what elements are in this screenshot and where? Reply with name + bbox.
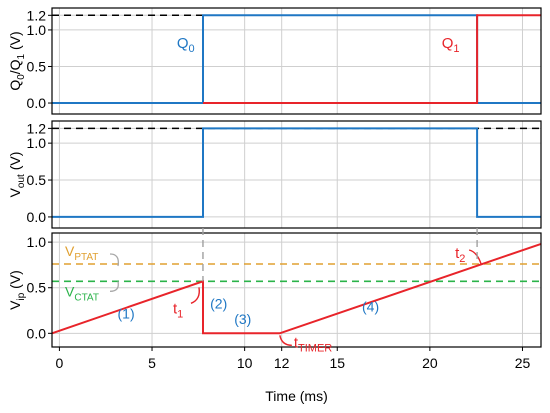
panel-3: 0.0 0.5 1.0 VPTAT VCTAT Vip (V) 0 5 10 12 15 20 25 Ti… [7, 232, 542, 404]
series-label-q1: Q1 [442, 35, 460, 55]
y-tick-label: 0.5 [27, 172, 47, 188]
threshold-label-ctat: VCTAT [65, 283, 99, 303]
segment-label: (1) [118, 306, 135, 322]
x-tick-label: 25 [515, 355, 531, 371]
y-tick-label: 0.0 [27, 325, 47, 341]
y-tick-label: 1.0 [27, 135, 47, 151]
event-label-t2: t2 [455, 245, 465, 265]
y-tick-label: 0.5 [27, 280, 47, 296]
x-tick-label: 15 [329, 355, 345, 371]
ctat-arrow [109, 281, 119, 292]
event-arrow-t1 [190, 287, 200, 304]
plot-frame [51, 120, 542, 229]
series-label-q0: Q0 [177, 35, 195, 55]
segment-label: (4) [362, 298, 379, 314]
segment-label: (3) [234, 311, 251, 327]
event-arrow-t2 [468, 249, 482, 265]
series-line-vout [52, 127, 541, 218]
event-label-t1: t1 [173, 300, 183, 320]
plot-frame [51, 232, 542, 348]
x-tick-label: 5 [148, 355, 156, 371]
event-label-ttimer: tTIMER [294, 334, 332, 354]
event-arrow-ttimer [279, 335, 292, 347]
y-tick-label: 0.0 [27, 209, 47, 225]
threshold-label-ptat: VPTAT [65, 243, 98, 263]
x-tick-label: 0 [56, 355, 64, 371]
y-tick-label: 1.0 [27, 22, 47, 38]
x-tick-label: 12 [274, 355, 290, 371]
y-tick-label: 1.2 [27, 120, 47, 136]
x-tick-label: 10 [237, 355, 253, 371]
segment-label: (2) [210, 296, 227, 312]
y-tick-label: 1.2 [27, 7, 47, 23]
y-tick-label: 0.0 [27, 95, 47, 111]
panel-1: 0.0 0.5 1.01.2 Q0 Q1 Q0/Q1 (V) [7, 7, 542, 115]
series-line-q1 [203, 14, 541, 104]
y-axis-label: Vout (V) [7, 152, 27, 198]
y-axis-label: Q0/Q1 (V) [7, 31, 27, 90]
series-line-vip [51, 242, 542, 335]
y-axis-label: Vip (V) [7, 270, 27, 310]
ptat-arrow [109, 253, 119, 267]
y-tick-label: 1.0 [27, 234, 47, 250]
series-line-q0 [52, 14, 541, 104]
plot-frame [51, 7, 542, 115]
y-tick-label: 0.5 [27, 58, 47, 74]
x-axis-label: Time (ms) [265, 388, 327, 404]
x-tick-label: 20 [422, 355, 438, 371]
